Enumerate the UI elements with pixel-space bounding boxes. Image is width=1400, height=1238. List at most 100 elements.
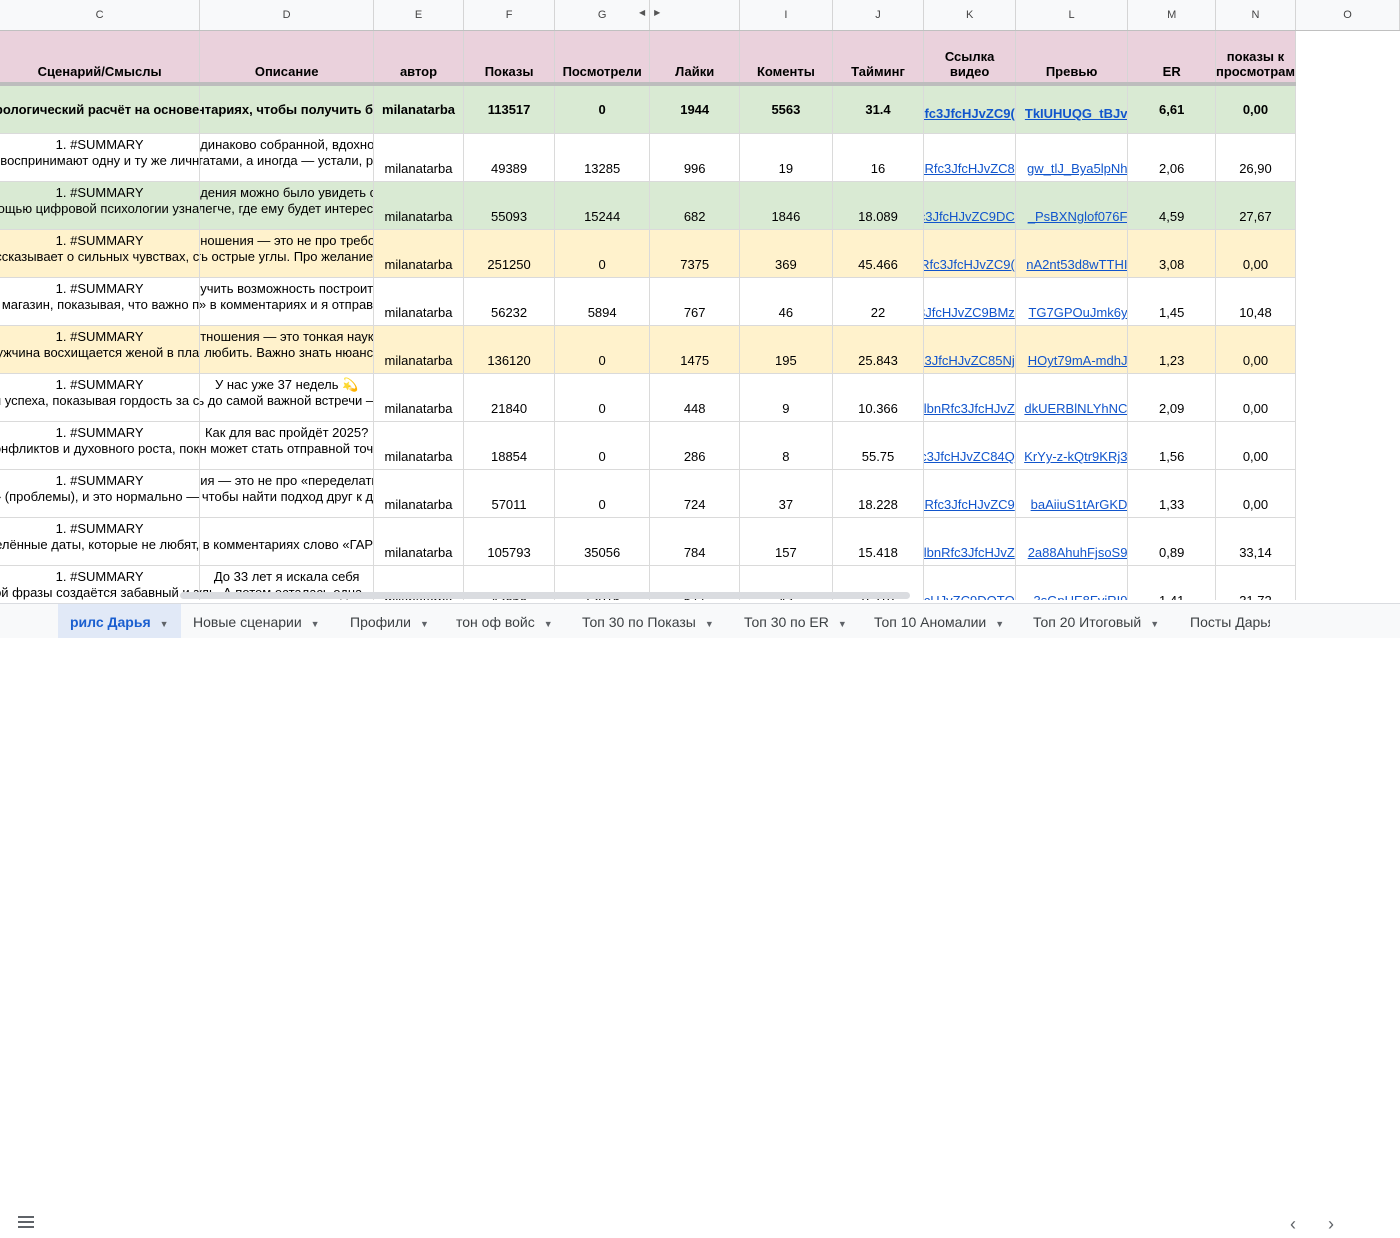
preview-link[interactable]: 2a88AhuhFjsoS9 [1027, 545, 1128, 560]
expand-right-icon[interactable]: ▶ [654, 8, 661, 17]
chevron-down-icon[interactable]: ▼ [1150, 619, 1160, 629]
cell-description[interactable]: динаково собранной, вдохновлёльтатами, а… [199, 133, 375, 182]
chevron-down-icon[interactable]: ▼ [995, 619, 1005, 629]
cell-video-link[interactable]: bnRfc3JfcHJvZC85Nj [923, 325, 1016, 374]
cell-scenario[interactable]: 1. #SUMMARY конфликтов и духовного роста,… [0, 421, 201, 470]
cell-er[interactable]: 1,56 [1127, 421, 1216, 470]
all-sheets-menu-icon[interactable] [18, 1216, 34, 1230]
column-header-l[interactable]: L [1015, 0, 1129, 31]
cell-scenario[interactable]: 1. #SUMMARY й магазин, показывая, что важ… [0, 277, 201, 326]
cell-er[interactable]: 1,33 [1127, 469, 1216, 518]
cell-preview[interactable]: TG7GPOuJmk6y [1015, 277, 1129, 326]
cell-likes[interactable]: 724 [649, 469, 741, 518]
cell-timing[interactable]: 15.418 [832, 517, 925, 566]
cell-likes[interactable]: 448 [649, 373, 741, 422]
cell-ratio[interactable]: 27,67 [1215, 181, 1296, 230]
cell-views[interactable]: 136120 [463, 325, 556, 374]
video-link[interactable]: lbnRfc3JfcHJvZC9DC [924, 209, 1015, 224]
cell-er[interactable]: 2,06 [1127, 133, 1216, 182]
tab-top20-final[interactable]: Топ 20 Итоговый ▼ [1033, 614, 1160, 630]
video-link[interactable]: 5lbnRfc3JfcHJvZC9( [924, 106, 1015, 121]
column-header-j[interactable]: J [832, 0, 925, 31]
header-cell-er[interactable]: ER [1127, 30, 1216, 86]
cell-description[interactable]: учить возможность построить гарИЯ» в ком… [199, 277, 375, 326]
cell-er[interactable]: 4,59 [1127, 181, 1216, 230]
cell-timing[interactable]: 45.466 [832, 229, 925, 278]
cell-description[interactable]: ия — это не про «переделать пото, чтобы … [199, 469, 375, 518]
cell-er[interactable]: 3,08 [1127, 229, 1216, 278]
chevron-down-icon[interactable]: ▼ [543, 619, 553, 629]
chevron-down-icon[interactable]: ▼ [310, 619, 320, 629]
preview-link[interactable]: nA2nt53d8wTTHI [1026, 257, 1128, 272]
spreadsheet-grid[interactable]: C D E F G ◀ ▶ I J K L M N O Сценарий/Смыс… [0, 0, 1400, 600]
cell-video-link[interactable]: nRfc3JfcHJvZC9BMz [923, 277, 1016, 326]
cell-scenario[interactable]: 1. #SUMMARY мужчина восхищается женой в п… [0, 325, 201, 374]
video-link[interactable]: tYW5lbnRfc3JfcHJvZ [923, 545, 1015, 560]
collapse-left-icon[interactable]: ◀ [638, 8, 646, 17]
cell-author[interactable]: milanatarba [373, 84, 464, 134]
cell-ratio[interactable]: 26,90 [1215, 133, 1296, 182]
cell-timing[interactable]: 55.75 [832, 421, 925, 470]
chevron-down-icon[interactable]: ▼ [837, 619, 847, 629]
preview-link[interactable]: HOyt79mA-mdhJ [1027, 353, 1128, 368]
preview-link[interactable]: 3sGpUE8FviRI9 [1034, 593, 1127, 600]
column-header-o[interactable]: O [1295, 0, 1400, 31]
tab-top30-er[interactable]: Топ 30 по ER ▼ [744, 614, 847, 630]
video-link[interactable]: bnRfc3JfcHJvZC85Nj [924, 353, 1015, 368]
cell-preview[interactable]: 2a88AhuhFjsoS9 [1015, 517, 1129, 566]
cell-timing[interactable]: 10.366 [832, 373, 925, 422]
cell-comments[interactable]: 195 [739, 325, 833, 374]
cell-ratio[interactable]: 31,72 [1215, 565, 1296, 600]
video-link[interactable]: JtYW5lbnRfc3JfcHJvZ [923, 401, 1015, 416]
cell-scenario[interactable]: 1. #SUMMARY делённые даты, которые не люб… [0, 517, 201, 566]
cell-likes[interactable]: 767 [649, 277, 741, 326]
tab-tone-of-voice[interactable]: тон оф войс ▼ [456, 614, 553, 630]
cell-views[interactable]: 49389 [463, 133, 556, 182]
horizontal-scrollbar[interactable] [180, 592, 910, 599]
cell-comments[interactable]: 1846 [739, 181, 833, 230]
cell-author[interactable]: milanatarba [373, 133, 464, 182]
preview-link[interactable]: gw_tlJ_Bya5lpNh [1027, 161, 1128, 176]
cell-author[interactable]: milanatarba [373, 229, 464, 278]
cell-er[interactable]: 6,61 [1127, 84, 1216, 134]
cell-er[interactable]: 1,45 [1127, 277, 1216, 326]
tab-profiles[interactable]: Профили ▼ [350, 614, 429, 630]
cell-watched[interactable]: 0 [554, 469, 651, 518]
cell-preview[interactable]: dkUERBlNLYhNC [1015, 373, 1129, 422]
preview-link[interactable]: TkIUHUQG_tBJv [1024, 106, 1128, 121]
video-link[interactable]: W5lbnRfc3JfcHJvZC9 [924, 497, 1015, 512]
cell-description[interactable]: Как для вас пройдёт 2025? х он может стат… [199, 421, 375, 470]
cell-description[interactable]: мментариях, чтобы получить б [199, 84, 375, 134]
cell-ratio[interactable]: 0,00 [1215, 469, 1296, 518]
cell-preview[interactable]: HOyt79mA-mdhJ [1015, 325, 1129, 374]
cell-video-link[interactable]: W5lbnRfc3JfcHJvZC9( [923, 229, 1016, 278]
header-cell-comments[interactable]: Коменты [739, 30, 833, 86]
cell-video-link[interactable]: Rfc3JfcHJvZC9DQTQ [923, 565, 1016, 600]
cell-description[interactable]: ношения — это не про требовандить острые… [199, 229, 375, 278]
tab-posts-darya[interactable]: Посты Дарья [1190, 614, 1270, 630]
header-cell-description[interactable]: Описание [199, 30, 375, 86]
column-header-hidden[interactable]: ▶ [649, 0, 741, 31]
header-cell-timing[interactable]: Тайминг [832, 30, 925, 86]
video-link[interactable]: nRfc3JfcHJvZC9BMz [924, 305, 1015, 320]
cell-scenario[interactable]: ерологический расчёт на основе [0, 84, 201, 134]
cell-likes[interactable]: 7375 [649, 229, 741, 278]
cell-watched[interactable]: 15244 [554, 181, 651, 230]
tab-rils-darya[interactable]: рилс Дарья ▼ [58, 604, 181, 638]
header-cell-ratio[interactable]: показы к просмотрам [1215, 30, 1296, 86]
video-link[interactable]: bnRfc3JfcHJvZC84Q [924, 449, 1015, 464]
header-cell-watched[interactable]: Посмотрели [554, 30, 651, 86]
cell-watched[interactable]: 5894 [554, 277, 651, 326]
cell-ratio[interactable]: 0,00 [1215, 421, 1296, 470]
tab-top30-views[interactable]: Топ 30 по Показы ▼ [582, 614, 714, 630]
cell-author[interactable]: milanatarba [373, 517, 464, 566]
cell-comments[interactable]: 46 [739, 277, 833, 326]
cell-likes[interactable]: 682 [649, 181, 741, 230]
cell-er[interactable]: 1,23 [1127, 325, 1216, 374]
preview-link[interactable]: dkUERBlNLYhNC [1024, 401, 1128, 416]
header-cell-scenario[interactable]: Сценарий/Смыслы [0, 30, 201, 86]
cell-video-link[interactable]: bnRfc3JfcHJvZC84Q [923, 421, 1016, 470]
cell-ratio[interactable]: 0,00 [1215, 229, 1296, 278]
cell-description[interactable]: дения можно было увидеть сильтся легче, … [199, 181, 375, 230]
cell-timing[interactable]: 25.843 [832, 325, 925, 374]
